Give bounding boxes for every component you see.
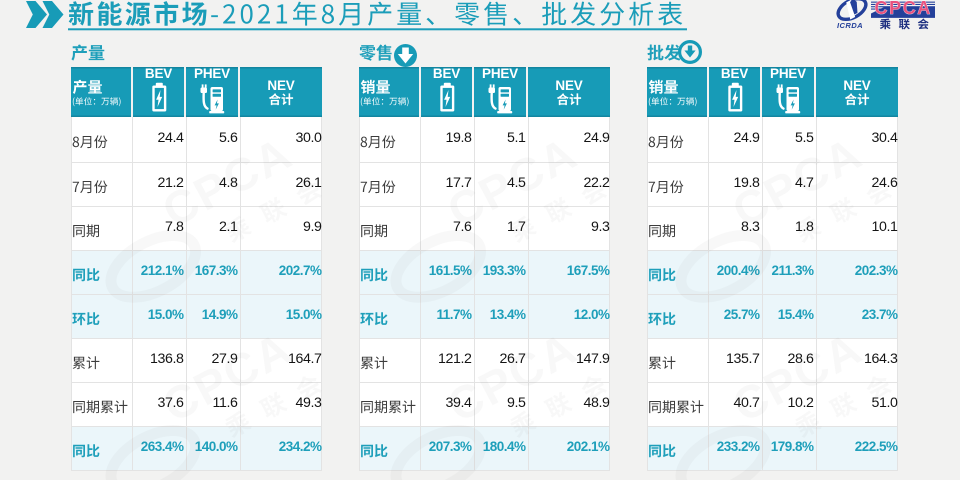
- svg-text:ICRDA: ICRDA: [837, 21, 863, 30]
- svg-text:CPCA: CPCA: [875, 0, 932, 18]
